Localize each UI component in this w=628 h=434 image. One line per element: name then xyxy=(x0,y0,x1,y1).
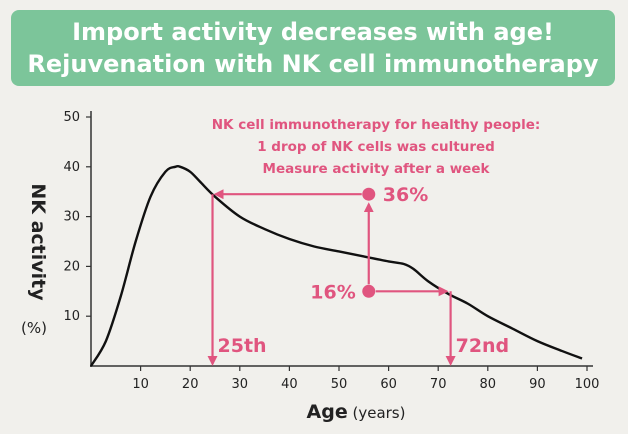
before-marker-dot xyxy=(362,284,376,298)
x-tick-label: 10 xyxy=(132,377,149,392)
nk-activity-curve xyxy=(89,164,583,367)
y-axis-title: NK activity xyxy=(27,183,49,301)
x-tick-label: 30 xyxy=(232,377,249,392)
x-tick-label: 50 xyxy=(331,377,348,392)
x-tick-label: 40 xyxy=(281,377,298,392)
x-tick-label: 20 xyxy=(182,377,199,392)
y-tick-label: 40 xyxy=(63,160,80,175)
y-tick-label: 50 xyxy=(63,110,80,125)
x-axis-title: Age (years) xyxy=(307,401,406,423)
x-tick-label: 60 xyxy=(380,377,397,392)
before-age-label: 72nd xyxy=(456,335,510,357)
x-tick-label: 90 xyxy=(529,377,546,392)
after-marker-dot xyxy=(362,187,376,201)
title-line-1: Import activity decreases with age! xyxy=(72,18,554,46)
title-banner: Import activity decreases with age! Reju… xyxy=(11,10,615,86)
y-axis-unit: (%) xyxy=(21,319,47,337)
y-tick-label: 30 xyxy=(63,210,80,225)
after-age-label: 25th xyxy=(218,335,267,357)
before-value-label: 16% xyxy=(310,281,355,303)
x-tick-label: 80 xyxy=(480,377,497,392)
x-tick-label: 100 xyxy=(575,377,600,392)
note-line-3: Measure activity after a week xyxy=(263,161,491,177)
title-line-2: Rejuvenation with NK cell immunotherapy xyxy=(27,50,599,78)
x-tick-label: 70 xyxy=(430,377,447,392)
y-tick-label: 20 xyxy=(63,259,80,274)
note-line-2: 1 drop of NK cells was cultured xyxy=(257,139,495,155)
y-tick-label: 10 xyxy=(63,309,80,324)
after-value-label: 36% xyxy=(383,184,428,206)
note-line-1: NK cell immunotherapy for healthy people… xyxy=(212,117,541,133)
